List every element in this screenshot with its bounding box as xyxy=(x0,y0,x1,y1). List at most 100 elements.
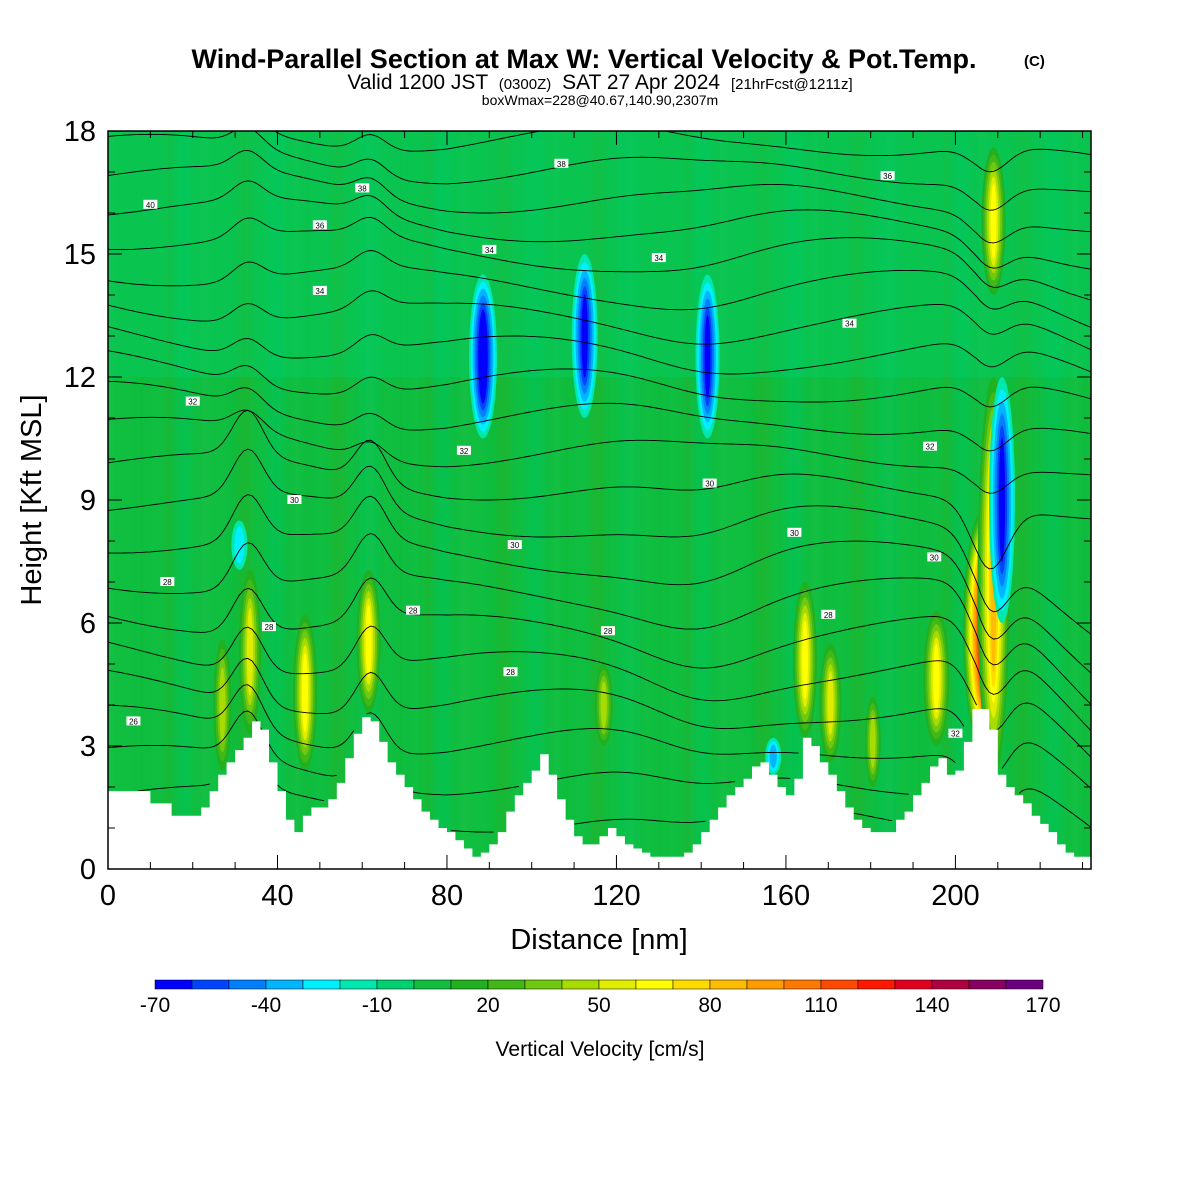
theta-label-bg xyxy=(406,605,421,615)
colorbar-tick-label: 50 xyxy=(587,994,610,1017)
field-texture-band xyxy=(720,131,727,869)
theta-contour-line xyxy=(108,657,1091,789)
valid-utc: (0300Z) xyxy=(499,76,552,93)
y-tick-label: 9 xyxy=(80,485,96,517)
theta-contour-label: 30 xyxy=(510,541,519,550)
downdraft-core xyxy=(695,274,720,439)
chart-title: Wind-Parallel Section at Max W: Vertical… xyxy=(192,44,977,74)
theta-contour-line xyxy=(108,217,1091,301)
updraft-core xyxy=(819,643,842,763)
theta-contour-line xyxy=(137,783,892,833)
theta-contour-label: 30 xyxy=(705,480,714,489)
field-texture-band xyxy=(626,131,633,869)
field-texture-band xyxy=(749,131,760,869)
theta-contour-line xyxy=(108,577,1091,732)
field-texture-band xyxy=(172,131,191,869)
downdraft-core xyxy=(571,254,598,418)
theta-contour-label: 38 xyxy=(358,184,367,193)
theta-contour-label: 34 xyxy=(485,246,494,255)
x-tick-label: 40 xyxy=(261,880,293,912)
theta-contour-line xyxy=(108,180,1091,270)
forecast-tag: [21hrFcst@1211z] xyxy=(731,76,853,93)
theta-contour-line xyxy=(108,710,909,796)
colorbar-swatch xyxy=(820,979,859,990)
colorbar-swatch xyxy=(265,979,304,990)
theta-contour-label: 28 xyxy=(163,578,172,587)
theta-contour-label: 28 xyxy=(506,668,515,677)
y-tick-label: 3 xyxy=(80,731,96,763)
colorbar-label: Vertical Velocity [cm/s] xyxy=(496,1038,705,1061)
y-tick-label: 15 xyxy=(64,239,96,271)
theta-contour-label: 26 xyxy=(129,717,138,726)
theta-contour-label: 32 xyxy=(951,730,960,739)
updraft-core-level xyxy=(246,607,254,696)
colorbar-tick-label: 140 xyxy=(914,994,949,1017)
valid-prefix: Valid 1200 JST xyxy=(347,71,488,94)
colorbar-swatch xyxy=(709,979,748,990)
theta-contour-line xyxy=(108,290,1091,351)
downdraft-core-level xyxy=(998,437,1006,563)
updraft-core-level xyxy=(802,620,808,700)
x-tick-label: 80 xyxy=(431,880,463,912)
x-axis: 0 40 80 120 160 200 xyxy=(100,131,1084,912)
theta-contour-line xyxy=(108,409,1091,570)
downdraft-core-level xyxy=(769,744,777,769)
theta-label-bg xyxy=(702,478,717,488)
updraft-core xyxy=(594,664,613,746)
terrain-mask xyxy=(108,709,1091,869)
downdraft-core-level xyxy=(581,294,588,378)
updraft-core-level xyxy=(933,644,940,713)
theta-contour-line xyxy=(108,494,1091,674)
colorbar: -70 -40 -10 20 50 80 110 140 170 xyxy=(140,979,1061,1017)
theta-contour-label: 32 xyxy=(926,443,935,452)
theta-contour-label: 28 xyxy=(409,607,418,616)
theta-label-bg xyxy=(927,552,942,562)
y-axis-label: Height [Kft MSL] xyxy=(16,394,48,605)
field-texture-band xyxy=(230,131,241,869)
field-texture-band xyxy=(655,131,666,869)
field-texture-band xyxy=(331,131,346,869)
colorbar-swatch xyxy=(302,979,341,990)
field-texture-band xyxy=(201,131,208,869)
updraft-core-level xyxy=(600,681,607,729)
field-texture-band xyxy=(136,131,147,869)
downdraft-core xyxy=(989,377,1016,623)
theta-contour-line xyxy=(108,380,1091,452)
valid-date: SAT 27 Apr 2024 xyxy=(562,71,720,94)
colorbar-swatch xyxy=(191,979,230,990)
colorbar-swatch xyxy=(154,979,193,990)
colorbar-swatch xyxy=(968,979,1007,990)
theta-label-bg xyxy=(143,199,158,209)
field-texture-band xyxy=(302,131,313,869)
downdraft-core xyxy=(468,274,497,439)
theta-label-bg xyxy=(126,716,141,726)
theta-contour-label: 28 xyxy=(604,627,613,636)
field-texture-band xyxy=(885,131,892,869)
colorbar-swatch xyxy=(487,979,526,990)
updraft-core-level xyxy=(870,715,876,768)
field-texture-band xyxy=(561,131,572,869)
updraft-core xyxy=(213,639,232,771)
theta-label-bg xyxy=(651,253,666,263)
theta-contour-label: 30 xyxy=(930,553,939,562)
y-tick-label: 18 xyxy=(64,116,96,148)
field-texture-band xyxy=(396,131,407,869)
theta-contour-label: 36 xyxy=(315,221,324,230)
valid-line: Valid 1200 JST (0300Z) SAT 27 Apr 2024 [… xyxy=(347,71,852,94)
theta-label-bg xyxy=(880,171,895,181)
box-wmax-subtitle: boxWmax=228@40.67,140.90,2307m xyxy=(482,92,718,108)
theta-label-bg xyxy=(821,609,836,619)
x-axis-label: Distance [nm] xyxy=(510,924,687,956)
updraft-core-level xyxy=(219,667,226,743)
theta-contours xyxy=(108,131,1091,833)
colorbar-swatch xyxy=(857,979,896,990)
theta-label-bg xyxy=(503,667,518,677)
field-texture-band xyxy=(1015,131,1030,869)
theta-label-bg xyxy=(554,158,569,168)
field-texture-band xyxy=(460,131,467,869)
field-texture-band xyxy=(821,131,832,869)
theta-contour-line xyxy=(108,326,1091,375)
theta-contour-label: 34 xyxy=(845,320,854,329)
downdraft-core-level xyxy=(480,316,486,397)
